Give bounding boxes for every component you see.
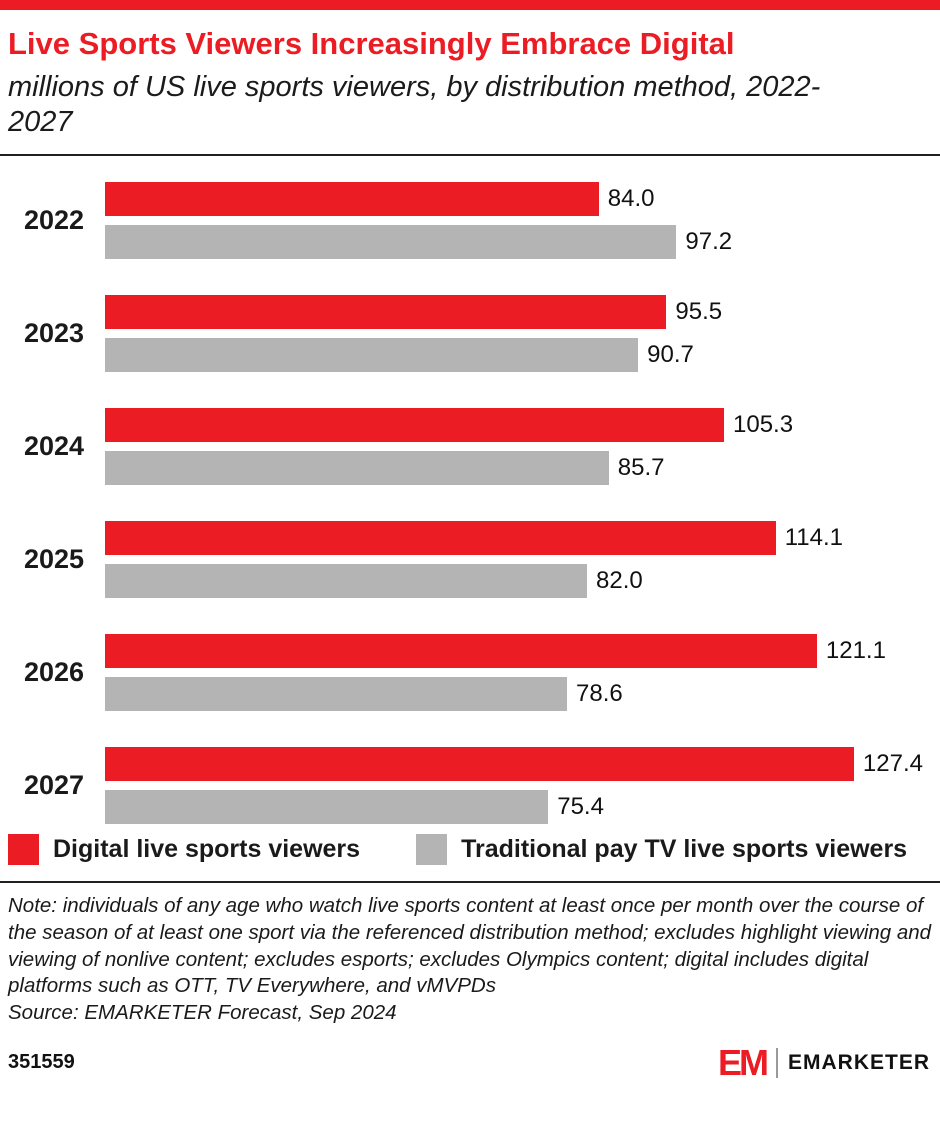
bar-traditional xyxy=(105,790,549,825)
chart-title: Live Sports Viewers Increasingly Embrace… xyxy=(8,26,735,61)
chart-rows: 2022 84.0 97.2 2023 95.5 90.7 2024 105.3 85.7 202… xyxy=(0,182,928,825)
bar-digital xyxy=(105,634,817,669)
value-label: 90.7 xyxy=(647,341,694,369)
header-divider xyxy=(0,154,940,157)
chart-area: 2022 84.0 97.2 2023 95.5 90.7 2024 105.3 85.7 202… xyxy=(0,156,940,866)
legend-label: Traditional pay TV live sports viewers xyxy=(461,835,908,864)
bar-traditional xyxy=(105,338,639,373)
bar-digital xyxy=(105,295,667,330)
chart-row: 2026 121.1 78.6 xyxy=(0,634,928,712)
year-label: 2026 xyxy=(24,657,85,688)
notes-divider xyxy=(0,881,940,884)
bar-digital xyxy=(105,747,854,782)
brand-name: EMARKETER xyxy=(787,1050,930,1074)
legend-label: Digital live sports viewers xyxy=(53,835,361,864)
note-text: Note: individuals of any age who watch l… xyxy=(8,894,932,998)
bar-group: 121.1 78.6 xyxy=(105,634,928,712)
year-label: 2025 xyxy=(24,544,85,575)
legend: Digital live sports viewers Traditional p… xyxy=(0,826,928,866)
bar-traditional xyxy=(105,564,588,599)
bar-line: 90.7 xyxy=(105,338,928,373)
bar-line: 85.7 xyxy=(105,451,928,486)
chart-row: 2024 105.3 85.7 xyxy=(0,408,928,486)
bar-traditional xyxy=(105,225,677,260)
value-label: 105.3 xyxy=(733,411,794,439)
bar-line: 121.1 xyxy=(105,634,928,669)
bar-line: 75.4 xyxy=(105,790,928,825)
bar-line: 105.3 xyxy=(105,408,928,443)
bar-digital xyxy=(105,182,599,217)
value-label: 75.4 xyxy=(557,793,604,821)
chart-row: 2022 84.0 97.2 xyxy=(0,182,928,260)
bar-line: 84.0 xyxy=(105,182,928,217)
bar-group: 95.5 90.7 xyxy=(105,295,928,373)
year-label: 2024 xyxy=(24,431,85,462)
bar-group: 127.4 75.4 xyxy=(105,747,928,825)
year-label: 2023 xyxy=(24,318,85,349)
top-accent-bar xyxy=(0,0,940,10)
brand-mark-icon: EM xyxy=(717,1041,769,1083)
bar-digital xyxy=(105,408,724,443)
bar-line: 97.2 xyxy=(105,225,928,260)
legend-swatch xyxy=(8,834,39,866)
bar-line: 127.4 xyxy=(105,747,928,782)
chart-row: 2025 114.1 82.0 xyxy=(0,521,928,599)
source-text: Source: EMARKETER Forecast, Sep 2024 xyxy=(8,1000,397,1024)
bar-traditional xyxy=(105,677,568,712)
bar-group: 84.0 97.2 xyxy=(105,182,928,260)
year-label: 2027 xyxy=(24,770,85,801)
notes-section: Note: individuals of any age who watch l… xyxy=(0,883,940,1026)
chart-subtitle: millions of US live sports viewers, by d… xyxy=(8,70,821,139)
bar-line: 95.5 xyxy=(105,295,928,330)
bar-line: 82.0 xyxy=(105,564,928,599)
value-label: 121.1 xyxy=(825,637,886,665)
value-label: 82.0 xyxy=(596,567,643,595)
bar-group: 114.1 82.0 xyxy=(105,521,928,599)
chart-row: 2023 95.5 90.7 xyxy=(0,295,928,373)
chart-id: 351559 xyxy=(8,1051,75,1074)
brand-divider xyxy=(775,1047,778,1078)
value-label: 97.2 xyxy=(685,228,733,256)
legend-item: Digital live sports viewers xyxy=(8,834,361,866)
value-label: 78.6 xyxy=(576,680,623,708)
bar-group: 105.3 85.7 xyxy=(105,408,928,486)
value-label: 84.0 xyxy=(607,185,655,213)
value-label: 114.1 xyxy=(784,524,844,552)
chart-row: 2027 127.4 75.4 xyxy=(0,747,928,825)
value-label: 95.5 xyxy=(675,298,723,326)
legend-item: Traditional pay TV live sports viewers xyxy=(416,834,908,866)
brand-logo: EM EMARKETER xyxy=(717,1041,930,1083)
bar-line: 78.6 xyxy=(105,677,928,712)
bar-line: 114.1 xyxy=(105,521,928,556)
value-label: 127.4 xyxy=(862,750,923,778)
legend-swatch xyxy=(416,834,448,866)
footer: 351559 EM EMARKETER xyxy=(0,1027,940,1081)
bar-digital xyxy=(105,521,776,556)
value-label: 85.7 xyxy=(617,454,665,482)
year-label: 2022 xyxy=(24,205,85,236)
header: Live Sports Viewers Increasingly Embrace… xyxy=(0,10,940,140)
bar-traditional xyxy=(105,451,609,486)
